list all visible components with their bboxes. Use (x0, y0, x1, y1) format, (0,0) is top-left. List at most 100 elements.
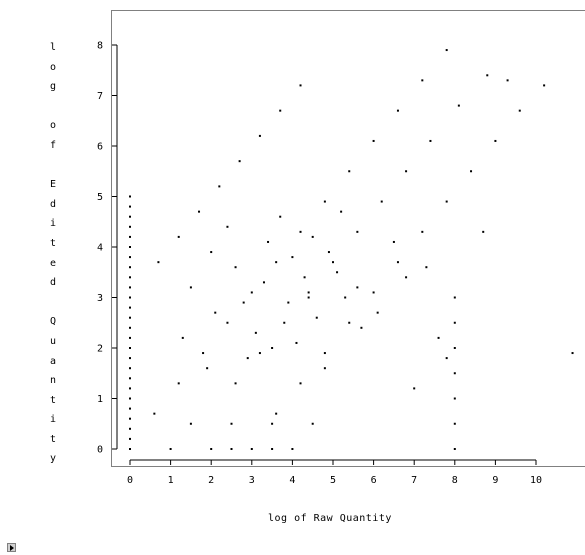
scatter-point (129, 226, 131, 228)
scatter-point (308, 297, 310, 299)
scatter-point (129, 347, 131, 349)
scatter-point (312, 423, 314, 425)
y-label-char: o (50, 58, 56, 78)
scatter-point (405, 170, 407, 172)
scatter-point (300, 84, 302, 86)
scatter-point (247, 357, 249, 359)
x-tick-label: 3 (249, 475, 255, 486)
x-tick-label: 8 (452, 475, 458, 486)
scatter-point (482, 231, 484, 233)
scatter-point (275, 261, 277, 263)
scatter-point (405, 276, 407, 278)
scatter-point (494, 140, 496, 142)
scatter-point (202, 352, 204, 354)
scatter-point (129, 387, 131, 389)
scatter-point (263, 281, 265, 283)
x-tick-label: 7 (411, 475, 417, 486)
scatter-point (226, 322, 228, 324)
x-tick-label: 9 (492, 475, 498, 486)
scatter-point (324, 201, 326, 203)
y-label-char: n (50, 371, 56, 391)
plot-area (112, 11, 585, 467)
y-label-char: g (50, 77, 56, 97)
scatter-point (348, 170, 350, 172)
x-tick-label: 2 (208, 475, 214, 486)
scatter-point (287, 302, 289, 304)
scatter-point (129, 357, 131, 359)
scatter-point (129, 206, 131, 208)
scatter-point (251, 291, 253, 293)
y-label-char: d (50, 273, 56, 293)
scatter-point (129, 408, 131, 410)
y-label-char: t (50, 234, 56, 254)
scatter-point (425, 266, 427, 268)
scatter-point (543, 84, 545, 86)
expand-arrow-button[interactable] (7, 543, 16, 552)
scatter-point (340, 211, 342, 213)
scatter-point (129, 317, 131, 319)
scatter-point (129, 377, 131, 379)
y-tick-label: 6 (97, 142, 103, 153)
y-label-char: d (50, 195, 56, 215)
scatter-point (279, 110, 281, 112)
scatter-point (446, 49, 448, 51)
scatter-point (243, 302, 245, 304)
scatter-point (507, 79, 509, 81)
scatter-point (486, 74, 488, 76)
scatter-point (206, 367, 208, 369)
scatter-point (304, 276, 306, 278)
scatter-point (129, 398, 131, 400)
y-tick-label: 8 (97, 41, 103, 52)
y-label-char: f (50, 136, 56, 156)
scatter-point (519, 110, 521, 112)
scatter-point (348, 322, 350, 324)
scatter-point (153, 413, 155, 415)
y-label-char (50, 97, 56, 117)
scatter-point (393, 241, 395, 243)
y-label-char: i (50, 214, 56, 234)
scatter-point (446, 357, 448, 359)
scatter-point (324, 367, 326, 369)
scatter-point (356, 231, 358, 233)
scatter-point (413, 387, 415, 389)
scatter-point (129, 438, 131, 440)
scatter-point (235, 266, 237, 268)
scatter-point (454, 297, 456, 299)
scatter-point (332, 261, 334, 263)
scatter-point (421, 231, 423, 233)
scatter-point (129, 297, 131, 299)
scatter-point (210, 251, 212, 253)
scatter-point (129, 428, 131, 430)
scatter-point (295, 342, 297, 344)
scatter-point (178, 382, 180, 384)
scatter-point (454, 372, 456, 374)
scatter-point (438, 337, 440, 339)
scatter-point (129, 448, 131, 450)
scatter-point (182, 337, 184, 339)
scatter-point (356, 286, 358, 288)
scatter-point (377, 312, 379, 314)
scatter-point (324, 352, 326, 354)
scatter-point (283, 322, 285, 324)
scatter-point (129, 276, 131, 278)
scatter-point (454, 423, 456, 425)
scatter-point (129, 236, 131, 238)
y-tick-label: 0 (97, 445, 103, 456)
y-label-char (50, 156, 56, 176)
scatter-point (344, 297, 346, 299)
scatter-point (226, 226, 228, 228)
scatter-point (239, 160, 241, 162)
scatter-point (210, 448, 212, 450)
scatter-point (251, 448, 253, 450)
scatter-point (129, 327, 131, 329)
scatter-point (231, 448, 233, 450)
y-label-char: Q (50, 312, 56, 332)
x-tick-label: 4 (289, 475, 295, 486)
scatter-point (458, 105, 460, 107)
y-label-char: t (50, 391, 56, 411)
scatter-point (259, 352, 261, 354)
scatter-point (271, 448, 273, 450)
scatter-point (218, 185, 220, 187)
